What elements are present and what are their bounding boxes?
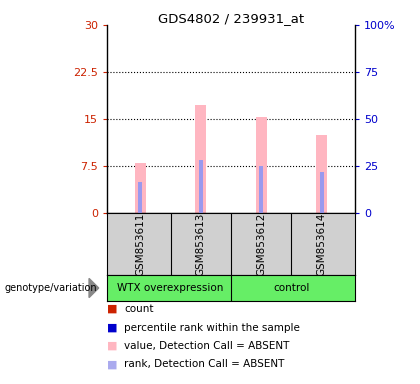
Bar: [256, 117, 267, 213]
Text: control: control: [273, 283, 310, 293]
Text: GSM853613: GSM853613: [196, 212, 206, 276]
Text: ■: ■: [107, 359, 118, 369]
Text: ■: ■: [107, 323, 118, 333]
Bar: [259, 166, 263, 213]
Text: rank, Detection Call = ABSENT: rank, Detection Call = ABSENT: [124, 359, 284, 369]
Text: WTX overexpression: WTX overexpression: [117, 283, 224, 293]
Bar: [316, 135, 327, 213]
Text: ■: ■: [107, 304, 118, 314]
Text: genotype/variation: genotype/variation: [4, 283, 97, 293]
Text: GSM853612: GSM853612: [256, 212, 266, 276]
Bar: [135, 163, 146, 213]
Text: ■: ■: [107, 341, 118, 351]
Text: GSM853611: GSM853611: [135, 212, 145, 276]
Bar: [138, 182, 142, 213]
Text: value, Detection Call = ABSENT: value, Detection Call = ABSENT: [124, 341, 289, 351]
Text: GSM853614: GSM853614: [317, 212, 327, 276]
Text: count: count: [124, 304, 153, 314]
Bar: [320, 172, 324, 213]
Bar: [195, 105, 206, 213]
Text: GDS4802 / 239931_at: GDS4802 / 239931_at: [158, 12, 304, 25]
Text: percentile rank within the sample: percentile rank within the sample: [124, 323, 300, 333]
Bar: [199, 160, 203, 213]
